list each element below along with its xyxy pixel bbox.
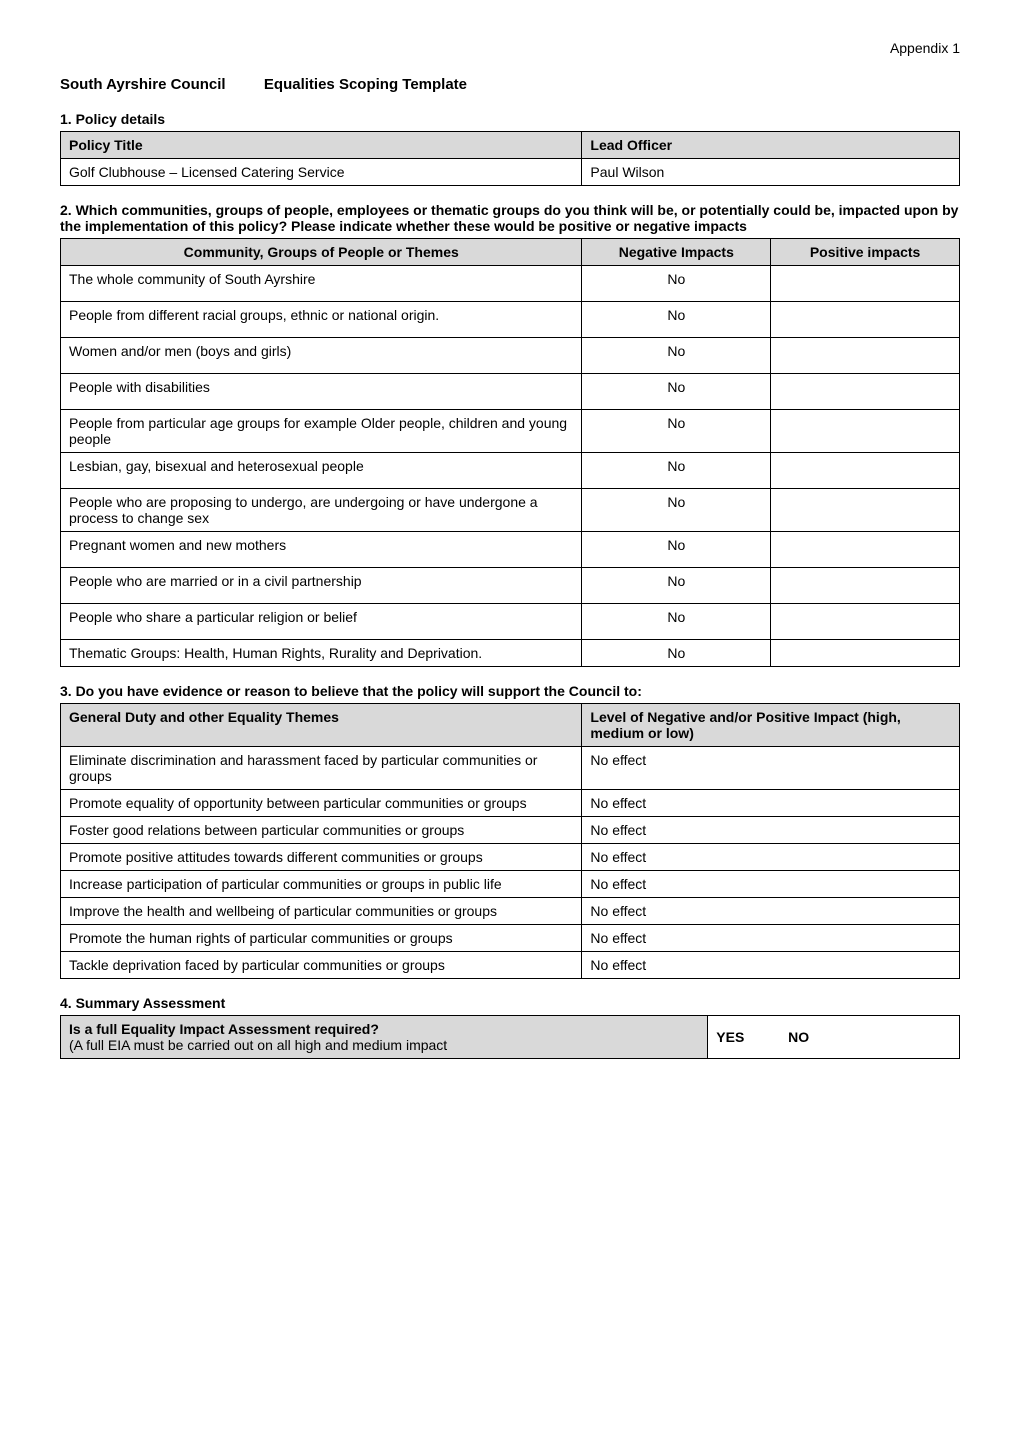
s4-question-line1: Is a full Equality Impact Assessment req… bbox=[69, 1021, 699, 1037]
s2-negative: No bbox=[582, 302, 771, 338]
s3-level: No effect bbox=[582, 952, 960, 979]
s4-question: Is a full Equality Impact Assessment req… bbox=[61, 1016, 708, 1059]
s3-theme: Foster good relations between particular… bbox=[61, 817, 582, 844]
s4-question-line2: (A full EIA must be carried out on all h… bbox=[69, 1037, 447, 1053]
s2-theme: Women and/or men (boys and girls) bbox=[61, 338, 582, 374]
s2-theme: Thematic Groups: Health, Human Rights, R… bbox=[61, 640, 582, 667]
s2-positive bbox=[771, 568, 960, 604]
s2-positive bbox=[771, 453, 960, 489]
s1-policy-title: Golf Clubhouse – Licensed Catering Servi… bbox=[61, 159, 582, 186]
section2-heading: 2. Which communities, groups of people, … bbox=[60, 202, 960, 234]
main-heading: South Ayrshire Council Equalities Scopin… bbox=[60, 76, 960, 93]
s3-theme: Promote positive attitudes towards diffe… bbox=[61, 844, 582, 871]
table-row: Is a full Equality Impact Assessment req… bbox=[61, 1016, 960, 1059]
table-row: People from particular age groups for ex… bbox=[61, 410, 960, 453]
table-row: Eliminate discrimination and harassment … bbox=[61, 747, 960, 790]
s2-theme: The whole community of South Ayrshire bbox=[61, 266, 582, 302]
table-row: Foster good relations between particular… bbox=[61, 817, 960, 844]
s2-positive bbox=[771, 604, 960, 640]
s2-negative: No bbox=[582, 604, 771, 640]
s2-negative: No bbox=[582, 532, 771, 568]
section3-heading: 3. Do you have evidence or reason to bel… bbox=[60, 683, 960, 699]
s2-positive bbox=[771, 489, 960, 532]
table-row: Promote the human rights of particular c… bbox=[61, 925, 960, 952]
s2-positive bbox=[771, 302, 960, 338]
s3-theme: Promote equality of opportunity between … bbox=[61, 790, 582, 817]
s1-col0: Policy Title bbox=[61, 132, 582, 159]
s3-level: No effect bbox=[582, 747, 960, 790]
table-row: Women and/or men (boys and girls)No bbox=[61, 338, 960, 374]
s2-col2: Positive impacts bbox=[771, 239, 960, 266]
s2-theme: People who are proposing to undergo, are… bbox=[61, 489, 582, 532]
s4-yesno: YES NO bbox=[708, 1016, 960, 1059]
table-row: Golf Clubhouse – Licensed Catering Servi… bbox=[61, 159, 960, 186]
s3-level: No effect bbox=[582, 871, 960, 898]
section2-table: Community, Groups of People or Themes Ne… bbox=[60, 238, 960, 667]
section3-table: General Duty and other Equality Themes L… bbox=[60, 703, 960, 979]
s3-level: No effect bbox=[582, 898, 960, 925]
s3-theme: Increase participation of particular com… bbox=[61, 871, 582, 898]
s3-level: No effect bbox=[582, 844, 960, 871]
s3-level: No effect bbox=[582, 817, 960, 844]
section1-heading: 1. Policy details bbox=[60, 111, 960, 127]
s3-level: No effect bbox=[582, 790, 960, 817]
s2-col0: Community, Groups of People or Themes bbox=[61, 239, 582, 266]
s3-col0: General Duty and other Equality Themes bbox=[61, 704, 582, 747]
s2-negative: No bbox=[582, 374, 771, 410]
s2-positive bbox=[771, 532, 960, 568]
section1-table: Policy Title Lead Officer Golf Clubhouse… bbox=[60, 131, 960, 186]
s3-level: No effect bbox=[582, 925, 960, 952]
s2-positive bbox=[771, 640, 960, 667]
s2-theme: People who are married or in a civil par… bbox=[61, 568, 582, 604]
table-row: People who are proposing to undergo, are… bbox=[61, 489, 960, 532]
table-row: Promote equality of opportunity between … bbox=[61, 790, 960, 817]
heading-council: South Ayrshire Council bbox=[60, 76, 226, 93]
s2-theme: Pregnant women and new mothers bbox=[61, 532, 582, 568]
table-row: Promote positive attitudes towards diffe… bbox=[61, 844, 960, 871]
table-row: Tackle deprivation faced by particular c… bbox=[61, 952, 960, 979]
s2-positive bbox=[771, 410, 960, 453]
s4-no: NO bbox=[788, 1029, 809, 1045]
s2-negative: No bbox=[582, 338, 771, 374]
s2-theme: Lesbian, gay, bisexual and heterosexual … bbox=[61, 453, 582, 489]
table-row: Lesbian, gay, bisexual and heterosexual … bbox=[61, 453, 960, 489]
s2-theme: People who share a particular religion o… bbox=[61, 604, 582, 640]
s3-theme: Improve the health and wellbeing of part… bbox=[61, 898, 582, 925]
table-row: The whole community of South AyrshireNo bbox=[61, 266, 960, 302]
s2-positive bbox=[771, 266, 960, 302]
table-row: People who are married or in a civil par… bbox=[61, 568, 960, 604]
table-row: People who share a particular religion o… bbox=[61, 604, 960, 640]
table-row: People from different racial groups, eth… bbox=[61, 302, 960, 338]
s2-theme: People from particular age groups for ex… bbox=[61, 410, 582, 453]
s3-theme: Tackle deprivation faced by particular c… bbox=[61, 952, 582, 979]
s3-theme: Eliminate discrimination and harassment … bbox=[61, 747, 582, 790]
s2-negative: No bbox=[582, 410, 771, 453]
s3-col1: Level of Negative and/or Positive Impact… bbox=[582, 704, 960, 747]
s2-positive bbox=[771, 338, 960, 374]
s2-col1: Negative Impacts bbox=[582, 239, 771, 266]
table-row: Pregnant women and new mothersNo bbox=[61, 532, 960, 568]
s4-yes: YES bbox=[716, 1029, 744, 1045]
s2-negative: No bbox=[582, 266, 771, 302]
heading-template: Equalities Scoping Template bbox=[264, 76, 467, 93]
table-row: Increase participation of particular com… bbox=[61, 871, 960, 898]
s2-theme: People with disabilities bbox=[61, 374, 582, 410]
s2-theme: People from different racial groups, eth… bbox=[61, 302, 582, 338]
table-row: Thematic Groups: Health, Human Rights, R… bbox=[61, 640, 960, 667]
appendix-label: Appendix 1 bbox=[60, 40, 960, 56]
s2-negative: No bbox=[582, 640, 771, 667]
table-row: Improve the health and wellbeing of part… bbox=[61, 898, 960, 925]
section4-heading: 4. Summary Assessment bbox=[60, 995, 960, 1011]
s2-negative: No bbox=[582, 453, 771, 489]
s3-theme: Promote the human rights of particular c… bbox=[61, 925, 582, 952]
s1-col1: Lead Officer bbox=[582, 132, 960, 159]
table-row: People with disabilitiesNo bbox=[61, 374, 960, 410]
section4-table: Is a full Equality Impact Assessment req… bbox=[60, 1015, 960, 1059]
s2-positive bbox=[771, 374, 960, 410]
s2-negative: No bbox=[582, 489, 771, 532]
s2-negative: No bbox=[582, 568, 771, 604]
s1-lead-officer: Paul Wilson bbox=[582, 159, 960, 186]
